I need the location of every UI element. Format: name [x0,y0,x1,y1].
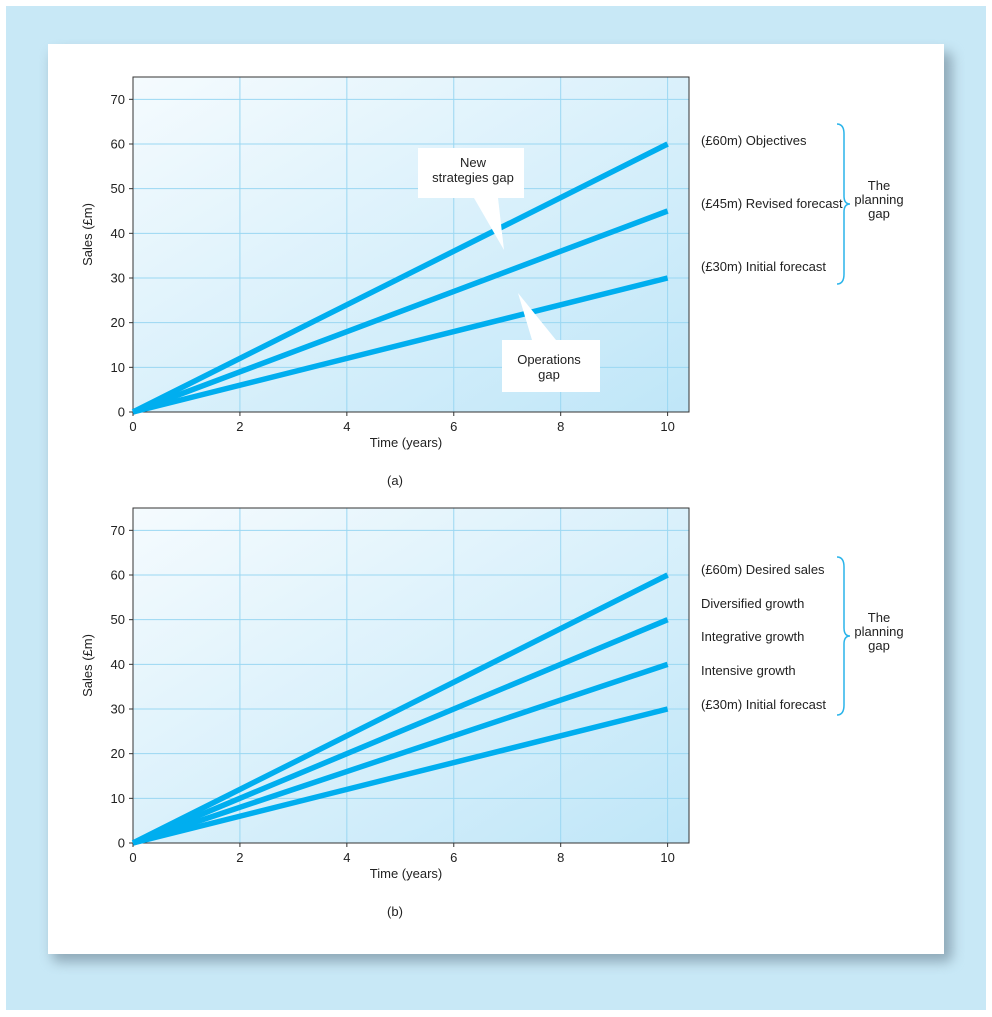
plot-frame [132,507,690,844]
plot-area [133,508,689,843]
series-line [131,572,669,846]
plot-frame [132,76,690,413]
y-tick-label: 60 [111,568,125,583]
band-label-intensive-growth: Intensive growth [701,663,796,678]
x-tick-label: 8 [557,850,564,865]
callout-box-new-strategies [418,148,524,198]
callout-pointer-operations [518,293,556,340]
planning-gap-label: planning [854,624,903,639]
y-tick-label: 0 [118,405,125,420]
x-tick-label: 6 [450,850,457,865]
figure-caption: (b) [387,904,403,919]
series-line [132,208,669,415]
y-tick-label: 30 [111,271,125,286]
planning-gap-label: gap [868,206,890,221]
series-line [132,706,669,846]
y-tick-label: 40 [111,657,125,672]
callout-box-operations [502,340,600,392]
x-tick-label: 6 [450,419,457,434]
series-line [132,661,669,846]
chart-a: 0 2 4 6 8 10 0 10 20 30 40 50 60 70 Time (years) Sales … [80,76,904,488]
x-tick-label: 0 [129,419,136,434]
planning-gap-brace [836,123,851,285]
y-tick-label: 10 [111,360,125,375]
y-axis-label: Sales (£m) [80,634,95,697]
band-label-integrative-growth: Integrative growth [701,629,804,644]
y-axis-label: Sales (£m) [80,203,95,266]
x-axis-label: Time (years) [370,435,442,450]
callout-pointer-new-strategies [474,198,504,250]
y-tick-label: 10 [111,791,125,806]
y-tick-label: 30 [111,702,125,717]
y-tick-label: 50 [111,612,125,627]
x-tick-label: 10 [660,419,674,434]
x-tick-label: 4 [343,850,350,865]
y-tick-label: 40 [111,226,125,241]
figure-caption: (a) [387,473,403,488]
y-tick-label: 60 [111,137,125,152]
x-tick-label: 2 [236,850,243,865]
series-line [131,141,669,415]
callout-text-operations: Operations [517,352,581,367]
planning-gap-label: The [868,610,890,625]
x-tick-label: 2 [236,419,243,434]
series-line [131,617,669,846]
planning-gap-label: The [868,178,890,193]
y-tick-label: 50 [111,181,125,196]
x-tick-label: 8 [557,419,564,434]
planning-gap-label: planning [854,192,903,207]
series-label-initial-forecast: (£30m) Initial forecast [701,259,826,274]
callout-text-new-strategies: New [460,155,487,170]
planning-gap-brace [836,556,851,716]
y-tick-label: 70 [111,523,125,538]
callout-text-operations: gap [538,367,560,382]
y-tick-label: 0 [118,836,125,851]
y-tick-label: 20 [111,746,125,761]
planning-gap-label: gap [868,638,890,653]
series-line [132,275,669,415]
x-axis-label: Time (years) [370,866,442,881]
series-label-objectives: (£60m) Objectives [701,133,807,148]
series-label-desired-sales: (£60m) Desired sales [701,562,825,577]
y-tick-label: 70 [111,92,125,107]
series-label-revised-forecast: (£45m) Revised forecast [701,196,843,211]
band-label-diversified-growth: Diversified growth [701,596,804,611]
series-label-initial-forecast: (£30m) Initial forecast [701,697,826,712]
x-tick-label: 0 [129,850,136,865]
x-tick-label: 4 [343,419,350,434]
x-tick-label: 10 [660,850,674,865]
callout-text-new-strategies: strategies gap [432,170,514,185]
y-tick-label: 20 [111,315,125,330]
